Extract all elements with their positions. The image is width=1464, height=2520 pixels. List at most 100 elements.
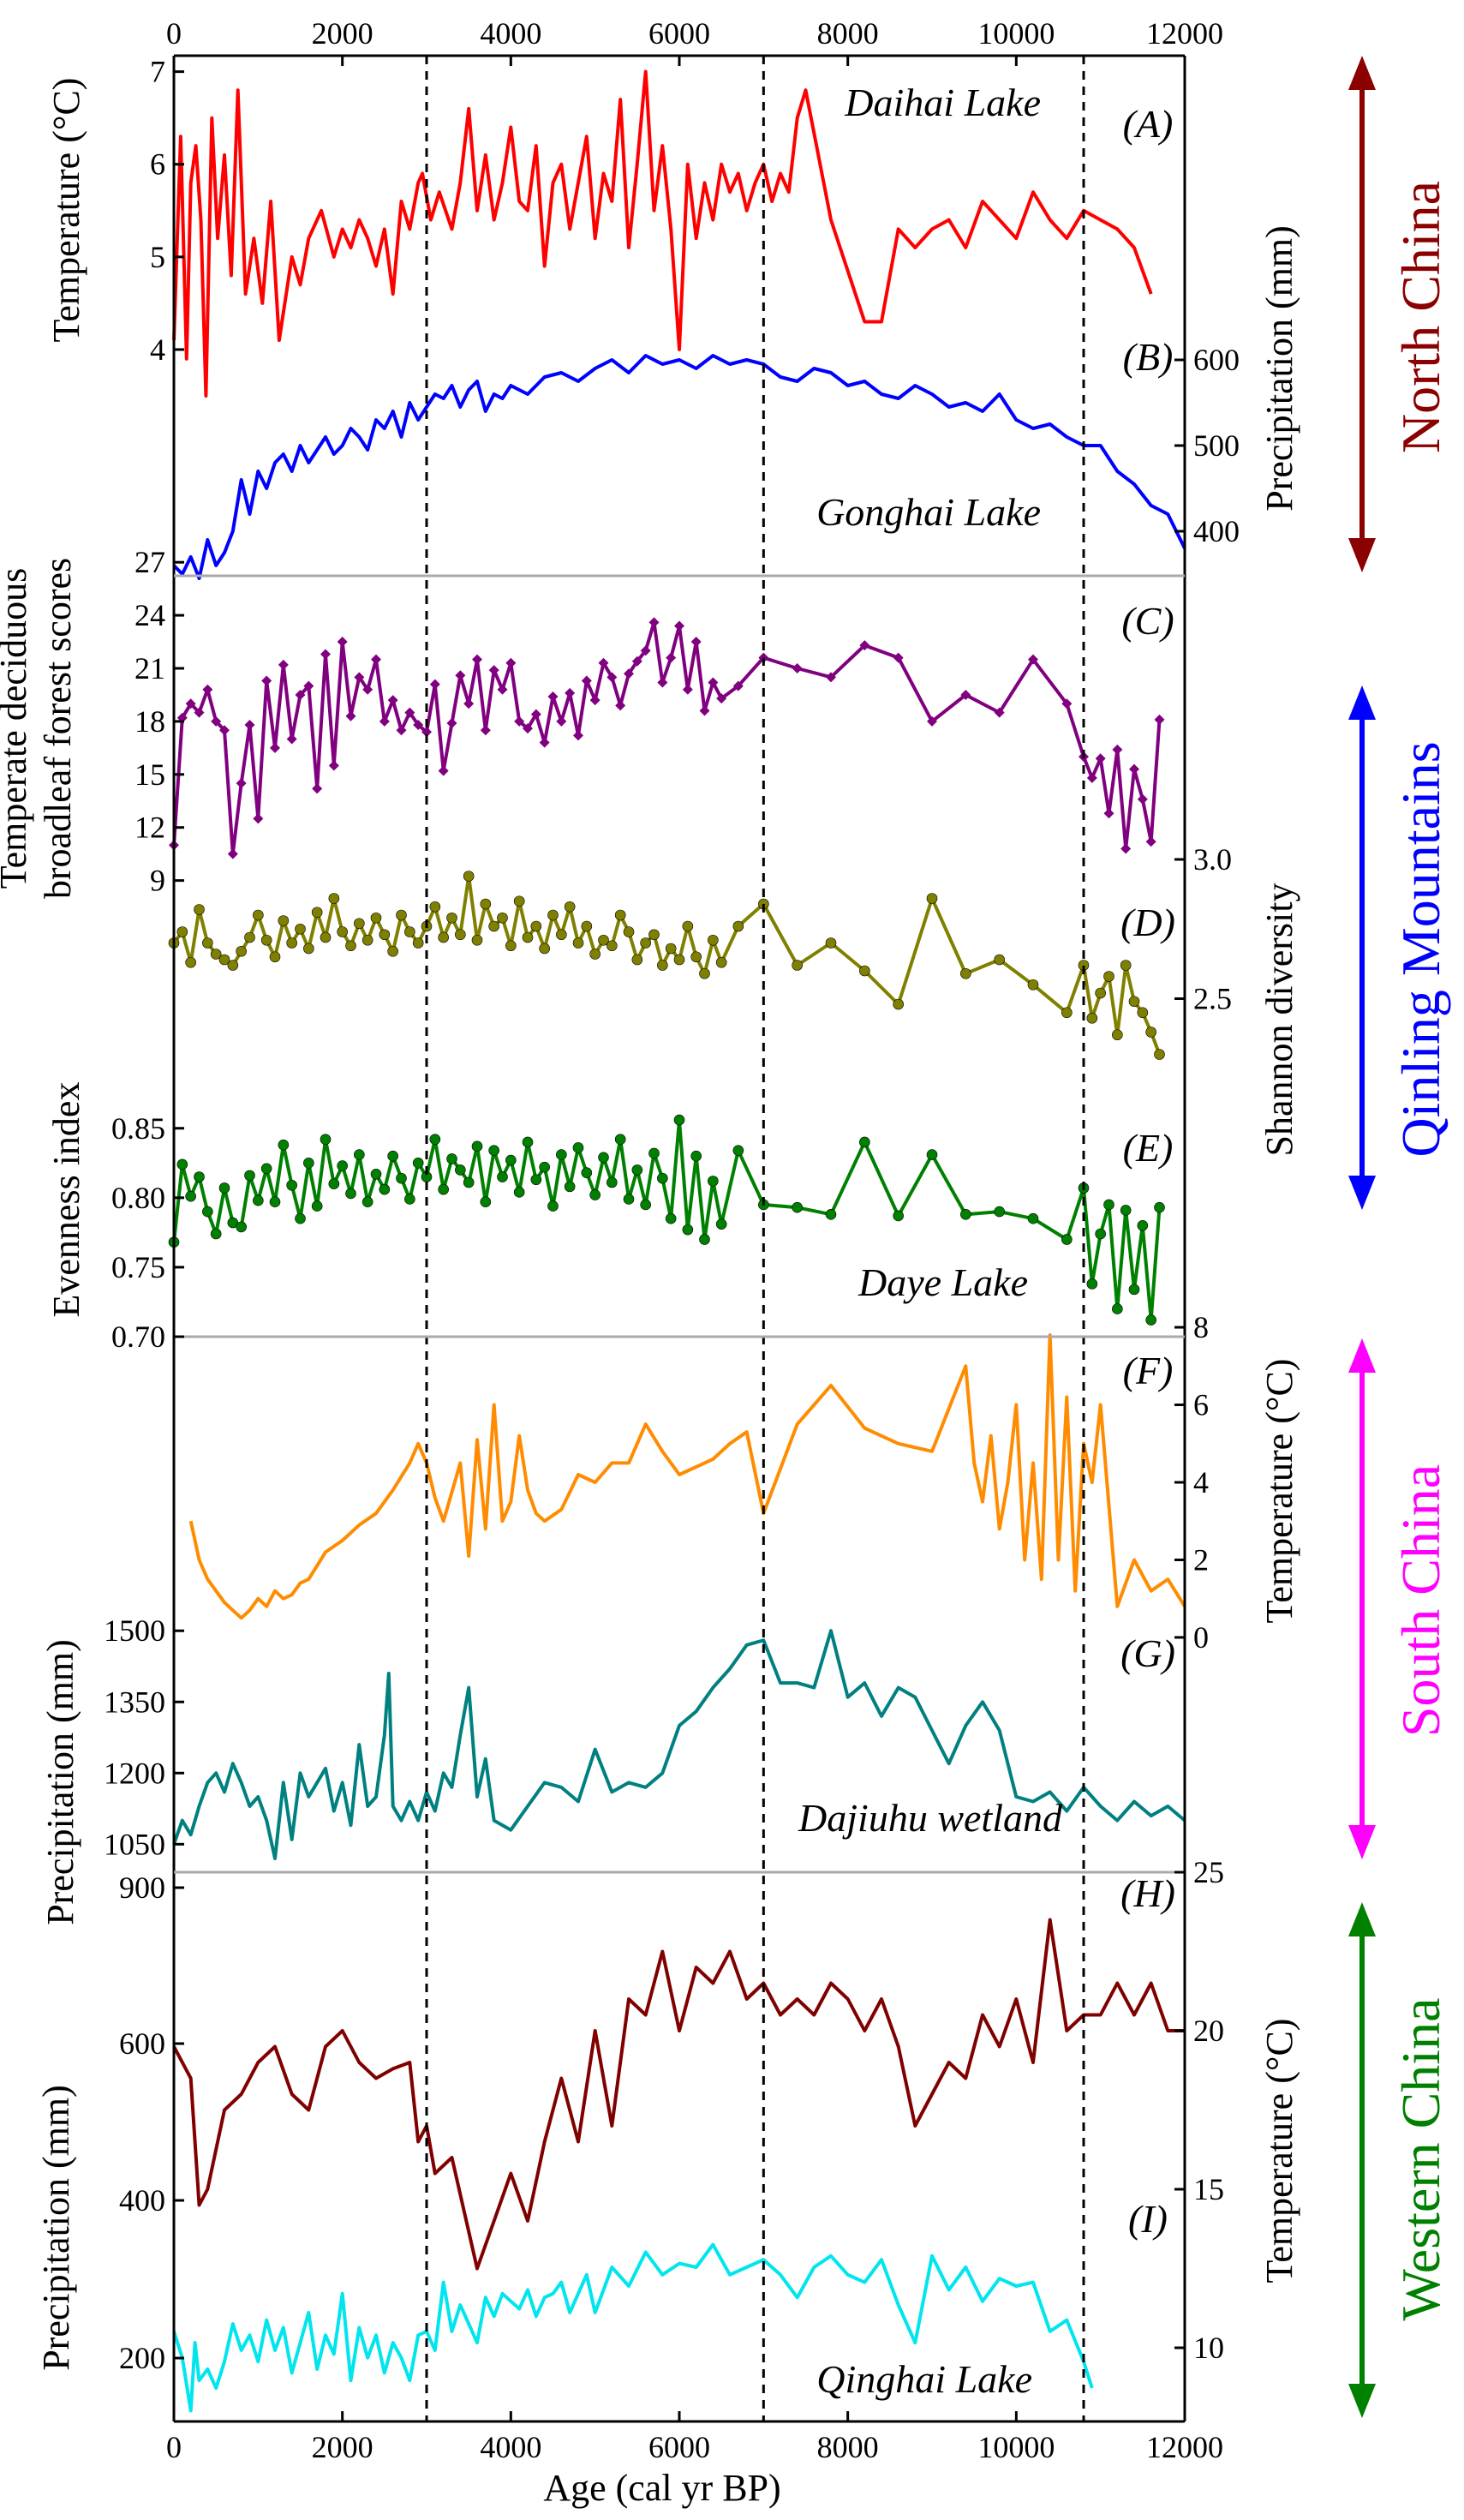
data-point-D [547,909,559,921]
data-point-E [648,1147,660,1159]
y-tick-label-H: 25 [1193,1855,1224,1889]
data-point-D [194,904,205,915]
arrow-down-icon [1348,1176,1376,1210]
data-point-D [513,895,525,907]
data-point-E [446,1153,457,1164]
data-point-E [311,1200,323,1212]
y-tick-label-E: 0.85 [111,1111,165,1146]
data-point-C [1103,808,1114,819]
data-point-C [463,698,475,709]
data-point-C [387,695,398,706]
data-point-C [185,698,196,709]
data-point-C [682,684,693,695]
data-point-C [792,663,803,673]
y-tick-label-H: 10 [1193,2331,1224,2365]
y-tick-label-A: 6 [150,147,165,182]
panel-label-E: (E) [1123,1126,1174,1170]
data-point-E [354,1149,365,1160]
data-point-E [589,1189,601,1200]
panel-label-D: (D) [1120,901,1175,944]
data-point-E [1086,1278,1098,1290]
data-point-C [960,689,971,700]
data-point-E [926,1149,938,1160]
y-tick-label-I: 600 [119,2026,165,2061]
data-point-E [269,1196,281,1208]
data-point-D [412,937,424,949]
y-tick-label-I: 400 [119,2183,165,2218]
x-tick-label-bottom: 0 [166,2430,182,2464]
data-point-D [623,926,635,937]
data-point-E [379,1183,391,1195]
text-layer: 0020002000400040006000600080008000100001… [0,16,1300,2509]
region-north-china: North China [1348,56,1451,572]
data-point-D [607,940,618,952]
panel-label-G: (G) [1120,1631,1175,1675]
data-point-D [429,901,441,913]
data-point-C [1112,744,1123,755]
series-line-G [172,1629,1186,1860]
data-point-D [648,929,660,941]
data-point-D [311,907,323,919]
y-tick-label-E: 0.80 [111,1181,165,1215]
data-point-D [328,893,340,904]
data-point-E [202,1206,213,1218]
data-point-C [345,710,356,721]
data-point-E [176,1158,188,1170]
series-A [172,69,1153,398]
data-point-D [236,945,247,957]
y-tick-label-C: 9 [150,864,165,898]
series-F [188,1333,1186,1620]
series-line-H [172,1918,1185,2271]
data-point-C [893,652,904,663]
y-tick-label-C: 27 [134,545,165,579]
y-tick-label-G: 1200 [104,1756,165,1790]
y-tick-label-C: 18 [134,704,165,739]
data-point-C [337,637,348,648]
panel-label-A: (A) [1123,102,1174,146]
data-point-D [320,931,332,943]
data-point-D [598,934,609,946]
y-tick-label-B: 600 [1193,343,1240,377]
data-point-C [640,645,651,656]
data-point-E [1137,1219,1149,1231]
data-point-E [328,1178,340,1189]
data-point-E [960,1208,971,1220]
data-point-C [674,620,684,631]
region-label: Western China [1390,1998,1451,2321]
x-tick-label-top: 4000 [480,16,541,51]
data-point-E [623,1194,635,1205]
data-point-D [859,965,870,977]
data-point-D [825,937,837,949]
data-point-D [379,929,391,941]
data-point-E [1112,1303,1123,1314]
data-point-E [682,1224,694,1236]
data-point-D [446,912,457,924]
data-point-E [497,1171,508,1182]
data-point-C [994,707,1005,718]
data-point-C [598,657,609,668]
data-point-C [565,687,576,698]
data-point-D [488,920,499,932]
data-point-E [471,1140,483,1152]
data-point-D [396,909,407,921]
data-point-E [463,1176,475,1188]
data-point-E [556,1149,567,1160]
data-point-D [269,951,281,963]
x-tick-label-bottom: 8000 [817,2430,879,2464]
y-tick-label-F: 8 [1193,1310,1209,1344]
data-point-E [1154,1201,1165,1213]
y-tick-label-C: 24 [134,598,165,632]
y-tick-label-A: 7 [150,55,165,89]
data-point-C [278,659,289,670]
data-point-E [522,1136,534,1148]
y-label-E: Evenness index [45,1082,87,1318]
data-point-D [926,893,938,904]
data-point-E [1061,1234,1073,1245]
series-layer [168,69,1186,2413]
data-point-C [404,707,415,718]
data-point-C [438,765,449,776]
data-point-C [354,672,365,683]
data-point-D [362,934,373,946]
